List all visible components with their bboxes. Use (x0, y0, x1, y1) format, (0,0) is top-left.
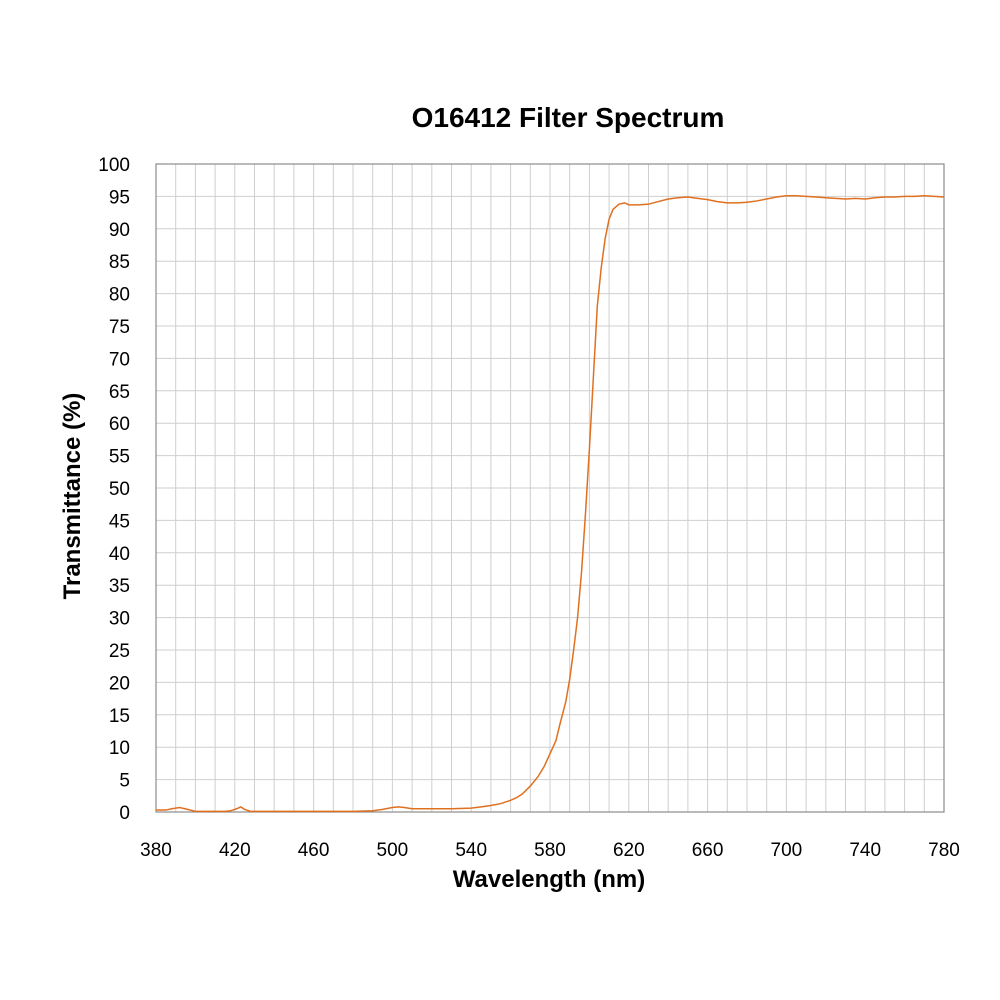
y-tick-label: 40 (109, 544, 130, 565)
x-tick-label: 540 (455, 840, 487, 861)
x-axis-label: Wavelength (nm) (453, 866, 645, 893)
x-tick-label: 420 (219, 840, 251, 861)
y-tick-label: 5 (119, 771, 130, 792)
x-tick-label: 700 (771, 840, 803, 861)
y-axis-label: Transmittance (%) (59, 393, 86, 600)
x-tick-label: 620 (613, 840, 645, 861)
x-tick-label: 660 (692, 840, 724, 861)
y-tick-label: 95 (109, 187, 130, 208)
y-tick-label: 65 (109, 382, 130, 403)
y-tick-label: 0 (119, 803, 130, 824)
plot-frame (155, 163, 945, 813)
y-tick-label: 55 (109, 447, 130, 468)
y-tick-label: 20 (109, 673, 130, 694)
x-axis-tick-labels: 380 420 460 500 540 580 620 660 700 740 780 (140, 840, 960, 861)
y-tick-label: 10 (109, 738, 130, 759)
y-tick-label: 25 (109, 641, 130, 662)
y-tick-label: 15 (109, 706, 130, 727)
x-tick-label: 780 (928, 840, 960, 861)
y-tick-label: 90 (109, 220, 130, 241)
y-tick-label: 45 (109, 511, 130, 532)
y-tick-label: 70 (109, 349, 130, 370)
x-tick-label: 460 (298, 840, 330, 861)
y-tick-label: 50 (109, 479, 130, 500)
x-tick-label: 580 (534, 840, 566, 861)
y-tick-label: 100 (98, 155, 130, 176)
chart-title: O16412 Filter Spectrum (412, 102, 725, 133)
y-axis-tick-labels: 0 5 10 15 20 25 30 35 40 45 50 55 60 65 70 75 80 85 90 95 10… (98, 155, 130, 824)
y-tick-label: 30 (109, 609, 130, 630)
grid-lines (156, 164, 944, 812)
y-tick-label: 75 (109, 317, 130, 338)
y-tick-label: 60 (109, 414, 130, 435)
x-tick-label: 500 (377, 840, 409, 861)
y-tick-label: 80 (109, 285, 130, 306)
x-tick-label: 380 (140, 840, 172, 861)
y-tick-label: 85 (109, 252, 130, 273)
transmittance-series-line (156, 194, 945, 813)
y-tick-label: 35 (109, 576, 130, 597)
x-tick-label: 740 (849, 840, 881, 861)
